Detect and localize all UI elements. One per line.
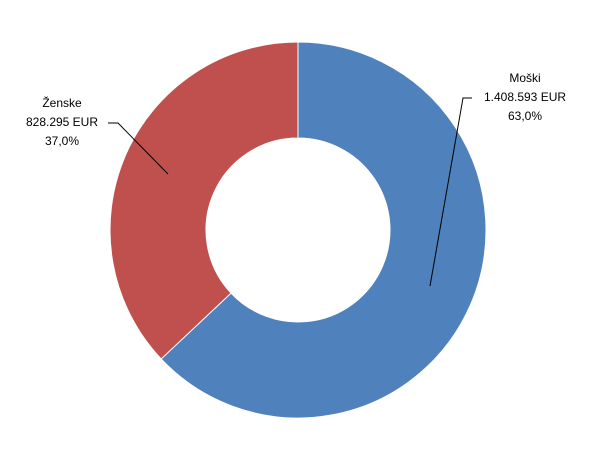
slice	[109, 41, 299, 360]
leader-line	[108, 122, 169, 175]
category-label: Moški	[509, 71, 540, 85]
category-label: Ženske	[42, 95, 82, 110]
value-label: 828.295 EUR	[26, 115, 98, 129]
value-label: 1.408.593 EUR	[484, 90, 566, 104]
leader-line	[429, 97, 472, 287]
percent-label: 63,0%	[508, 109, 542, 123]
slice	[160, 41, 487, 419]
percent-label: 37,0%	[45, 134, 79, 148]
